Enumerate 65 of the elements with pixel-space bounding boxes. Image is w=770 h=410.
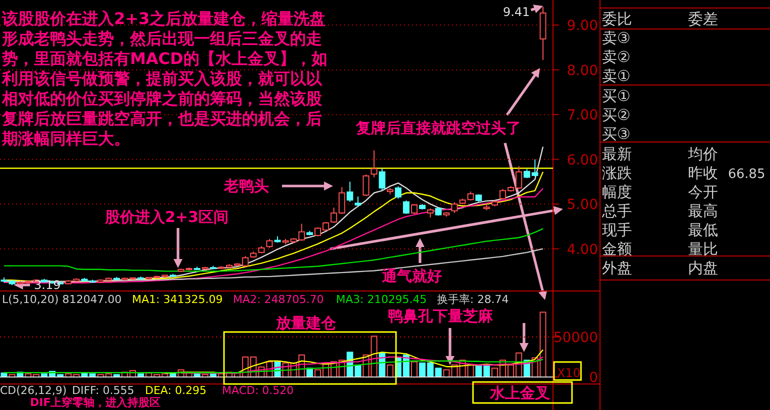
annotation: 复牌后放巨量跳空高开，也是买进的机会，后 xyxy=(1,109,322,128)
line-series xyxy=(3,358,544,374)
annotation: 势，里面就包括有MACD的【水上金叉】，如 xyxy=(1,49,328,68)
annotation: 形成老鸭头走势，然后出现一组后三金叉的走 xyxy=(1,29,322,48)
annotation: MA3: 210295.45 xyxy=(336,293,427,306)
line-series xyxy=(164,349,544,374)
y-tick-label: 6.00 xyxy=(566,152,598,168)
annotation: 复牌后直接就跳空过头了 xyxy=(355,119,521,137)
y-tick-label: 8.00 xyxy=(566,62,598,79)
annotation: MA1: 341325.09 xyxy=(132,293,223,306)
y-tick-label: 7.00 xyxy=(566,108,598,124)
annotation: 利用该信号做预警，提前买入该股，就可以以 xyxy=(1,69,323,88)
text: 现手 xyxy=(602,221,632,239)
annotation: 该股股价在进入2+3之后放量建仓，缩量洗盘 xyxy=(1,9,326,28)
text: 委比 xyxy=(602,10,632,28)
text: DIFF: 0.555 xyxy=(72,384,134,397)
y-tick-label: 9.00 xyxy=(566,18,598,34)
annotation: 换手率: 28.74 xyxy=(437,293,509,306)
annotation: L(5,10,20) 812047.00 xyxy=(2,293,122,306)
text: 买② xyxy=(602,106,630,124)
annotation: 9.41 xyxy=(503,5,530,19)
text: X10 xyxy=(557,366,580,380)
y-tick-label: 50000 xyxy=(553,330,598,346)
text: 买① xyxy=(602,87,630,105)
text: 均价 xyxy=(687,145,718,163)
annotation: 老鸭头 xyxy=(223,177,269,195)
candlestick xyxy=(540,6,546,60)
y-tick-label: 4.00 xyxy=(566,242,598,258)
text: 卖① xyxy=(602,67,630,85)
text: 最高 xyxy=(688,202,718,220)
annotation: MA2: 248705.70 xyxy=(233,293,324,306)
text: 金额 xyxy=(602,240,632,258)
bar xyxy=(202,374,208,378)
annotation: 鸭鼻孔下量芝麻 xyxy=(388,307,494,325)
annotation: 通气就好 xyxy=(381,267,442,285)
text: MACD: 0.520 xyxy=(222,384,294,397)
text: 最低 xyxy=(688,221,718,239)
text: 总手 xyxy=(601,202,632,220)
text: 量比 xyxy=(688,240,718,258)
bar xyxy=(411,361,418,378)
annotation: 股价进入2+3区间 xyxy=(104,208,228,226)
annotation: 放量建仓 xyxy=(275,314,337,332)
text: 最新 xyxy=(602,145,632,163)
text: 买③ xyxy=(602,125,630,143)
text: 卖② xyxy=(602,48,630,66)
text: 66.85 xyxy=(728,167,766,182)
text: 卖③ xyxy=(602,29,630,47)
y-tick-label: 5.00 xyxy=(566,197,598,214)
text: 水上金叉 xyxy=(489,384,550,402)
annotation: 期涨幅同样巨大。 xyxy=(1,129,130,148)
line-series xyxy=(180,356,544,374)
bar xyxy=(8,374,16,378)
text: 内盘 xyxy=(688,259,718,277)
text: CD(26,12,9) xyxy=(0,384,67,397)
text: 今开 xyxy=(688,183,718,201)
bar xyxy=(386,364,394,378)
text: 委差 xyxy=(688,10,718,28)
text: 外盘 xyxy=(602,259,632,277)
text: 昨收 xyxy=(688,164,718,182)
annotation: 相对低的价位买到停牌之前的筹码，当然该股 xyxy=(1,89,323,108)
y-tick-label: 0 xyxy=(589,370,598,386)
text: DIF上穿零轴，进入持股区 xyxy=(30,396,161,409)
text: DEA: 0.295 xyxy=(145,384,206,397)
text: 幅度 xyxy=(602,183,632,201)
text: 涨跌 xyxy=(602,164,632,182)
